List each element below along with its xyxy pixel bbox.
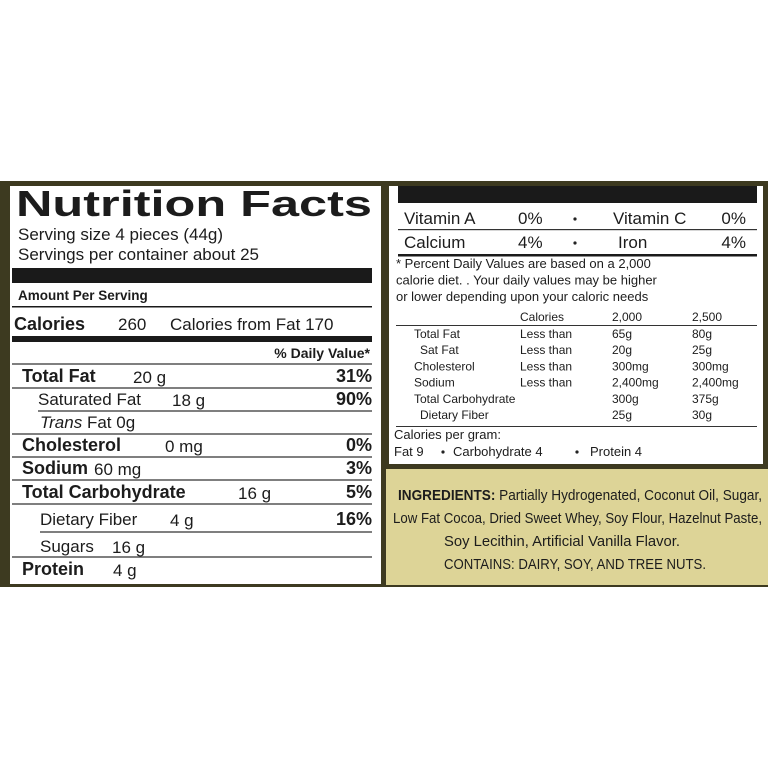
bullet [575, 450, 579, 454]
daily-value: 5% [346, 482, 372, 502]
vitamin-dv: 0% [518, 209, 543, 228]
daily-value: 3% [346, 458, 372, 478]
vitamin-dv: 4% [518, 233, 543, 252]
table-value: 80g [692, 327, 712, 341]
calories-from-fat: Calories from Fat 170 [170, 315, 333, 334]
left-panel [10, 186, 381, 584]
ingredients-line: INGREDIENTS: Partially Hydrogenated, Coc… [398, 487, 762, 504]
table-value: 300mg [692, 359, 729, 373]
nutrient-name: Dietary Fiber [40, 510, 138, 529]
nutrient-amount: 60 mg [94, 460, 141, 479]
nutrient-name: Total Fat [22, 366, 96, 386]
table-name: Dietary Fiber [420, 408, 489, 422]
nutrient-name: Fat [87, 413, 112, 432]
vitamin-name: Calcium [404, 233, 465, 252]
rule [398, 229, 757, 231]
table-value: 2,400mg [612, 376, 659, 390]
vitamin-dv: 4% [721, 233, 746, 252]
ingredients-label: INGREDIENTS: [398, 487, 495, 504]
table-value: 2,400mg [692, 376, 739, 390]
table-value: 300mg [612, 359, 649, 373]
nutrient-name: Cholesterol [22, 435, 121, 455]
table-value: 65g [612, 327, 632, 341]
table-value: 300g [612, 392, 639, 406]
calories-value: 260 [118, 315, 146, 334]
thick-rule [12, 268, 372, 283]
daily-value: 90% [336, 389, 372, 409]
title: Nutrition Facts [16, 183, 372, 224]
table-limit: Less than [520, 327, 572, 341]
rule [396, 426, 757, 427]
table-header-value: 2,500 [692, 310, 722, 324]
daily-value: 16% [336, 509, 372, 529]
nutrient-amount: 18 g [172, 391, 205, 410]
vitamin-name: Vitamin A [404, 209, 476, 228]
nutrient-amount: 4 g [113, 561, 137, 580]
calories-per-gram-item: Fat 9 [394, 444, 424, 459]
daily-value-header: % Daily Value* [274, 345, 370, 361]
table-value: 30g [692, 408, 712, 422]
nutrient-amount: 20 g [133, 368, 166, 387]
nutrient-name: Protein [22, 559, 84, 579]
nutrient-amount: 0g [116, 413, 135, 432]
bullet [573, 241, 577, 245]
rule [12, 306, 372, 308]
nutrient-name: Sodium [22, 458, 88, 478]
vitamin-dv: 0% [721, 209, 746, 228]
nutrient-amount: 4 g [170, 511, 194, 530]
daily-value: 0% [346, 435, 372, 455]
calories-per-gram-label: Calories per gram: [394, 427, 501, 442]
table-limit: Less than [520, 359, 572, 373]
vitamin-name: Vitamin C [613, 209, 686, 228]
contains: CONTAINS: DAIRY, SOY, AND TREE NUTS. [444, 556, 706, 573]
table-name: Sat Fat [420, 343, 459, 357]
table-limit: Less than [520, 376, 572, 390]
thick-rule [398, 186, 757, 203]
table-limit: Less than [520, 343, 572, 357]
table-name: Total Fat [414, 327, 461, 341]
rule [398, 254, 757, 257]
calories-per-gram-item: Protein 4 [590, 444, 642, 459]
table-value: 25g [612, 408, 632, 422]
nutrient-amount: 0 mg [165, 437, 203, 456]
nutrient-name: Total Carbohydrate [22, 482, 186, 502]
bullet [573, 217, 577, 221]
ingredients-text: Partially Hydrogenated, Coconut Oil, Sug… [499, 487, 762, 504]
nutrient-row: Trans Fat 0g [40, 413, 135, 432]
table-value: 20g [612, 343, 632, 357]
table-name: Total Carbohydrate [414, 392, 516, 406]
nutrient-name-prefix: Trans [40, 413, 83, 432]
rule [396, 325, 757, 326]
serving-size: Serving size 4 pieces (44g) [18, 225, 223, 244]
amount-per-serving: Amount Per Serving [18, 288, 148, 303]
footnote-line: or lower depending upon your caloric nee… [396, 289, 649, 304]
calories-per-gram-item: Carbohydrate 4 [453, 444, 543, 459]
table-name: Sodium [414, 376, 455, 390]
table-value: 25g [692, 343, 712, 357]
vitamin-name: Iron [618, 233, 647, 252]
calories-label: Calories [14, 314, 85, 334]
nutrient-amount: 16 g [112, 538, 145, 557]
nutrient-name: Sugars [40, 537, 94, 556]
footnote-line: * Percent Daily Values are based on a 2,… [396, 256, 651, 271]
table-name: Cholesterol [414, 359, 475, 373]
ingredients-line: Soy Lecithin, Artificial Vanilla Flavor. [444, 533, 680, 550]
thick-rule [12, 336, 372, 342]
nutrient-name: Saturated Fat [38, 390, 141, 409]
footnote-line: calorie diet. . Your daily values may be… [396, 273, 658, 288]
bullet [441, 450, 445, 454]
servings: Servings per container about 25 [18, 245, 259, 264]
table-value: 375g [692, 392, 719, 406]
ingredients-panel [386, 469, 768, 585]
table-header-label: Calories [520, 310, 564, 324]
ingredients-line: Low Fat Cocoa, Dried Sweet Whey, Soy Flo… [393, 510, 762, 527]
table-header-value: 2,000 [612, 310, 642, 324]
daily-value: 31% [336, 366, 372, 386]
nutrient-amount: 16 g [238, 484, 271, 503]
